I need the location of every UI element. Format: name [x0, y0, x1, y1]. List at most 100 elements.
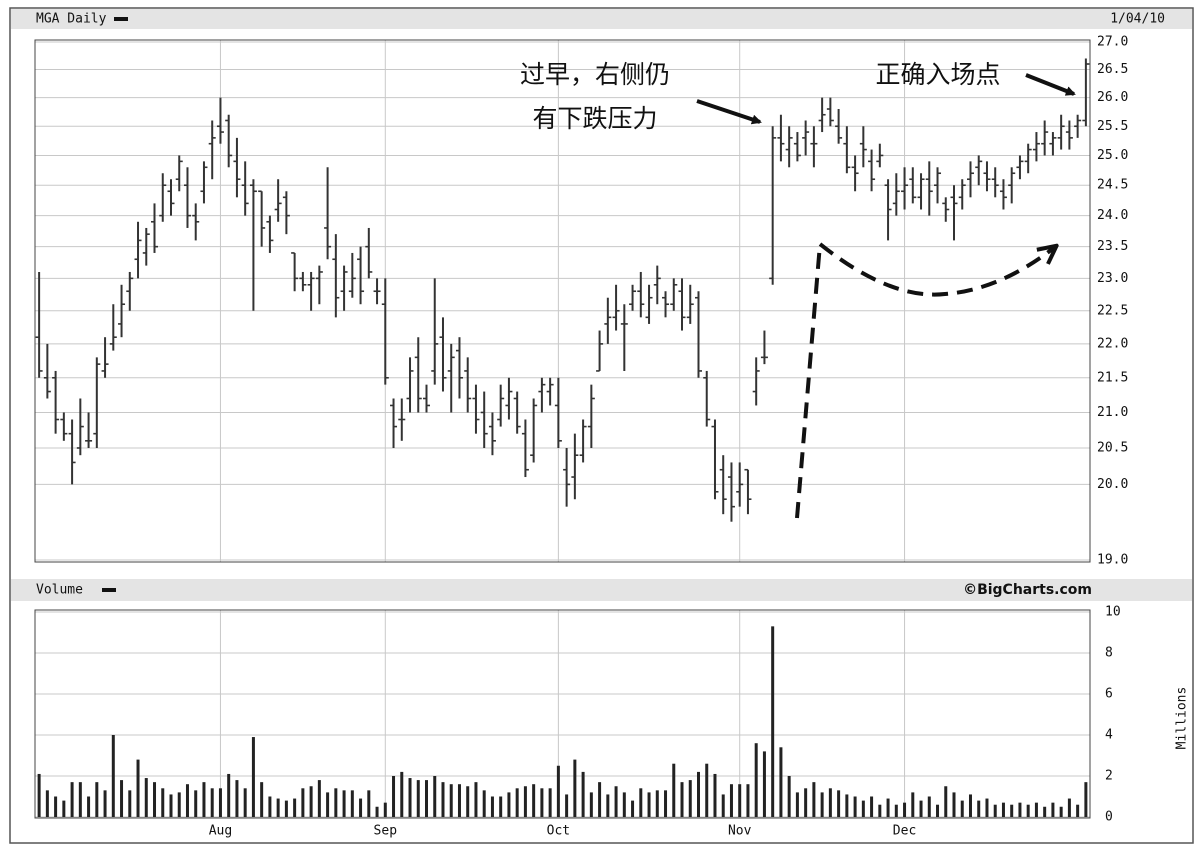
y-tick-label: 10 [1105, 605, 1121, 620]
annotation: 正确入场点 [875, 60, 1000, 89]
volume-bar [993, 804, 997, 817]
volume-bar [1043, 806, 1047, 817]
volume-bar [457, 784, 461, 817]
y-tick-label: 21.0 [1097, 405, 1128, 420]
volume-bar [960, 800, 964, 817]
volume-bar [54, 796, 58, 817]
volume-bar [845, 794, 849, 817]
volume-bar [762, 751, 766, 817]
volume-bar [688, 780, 692, 817]
volume-bar [886, 798, 890, 817]
volume-bar [532, 784, 536, 817]
volume-bar [326, 792, 330, 817]
volume-bar [878, 804, 882, 817]
volume-bar [729, 784, 733, 817]
legend-swatch [114, 17, 128, 21]
volume-bar [680, 782, 684, 817]
header-strip [11, 9, 1192, 29]
volume-bar [169, 794, 173, 817]
volume-bar [903, 802, 907, 817]
volume-bar [631, 800, 635, 817]
volume-bar [1076, 804, 1080, 817]
volume-bar [293, 798, 297, 817]
x-tick-label: Aug [209, 824, 232, 839]
y-tick-label: 26.0 [1097, 90, 1128, 105]
volume-bar [449, 784, 453, 817]
volume-bar [598, 782, 602, 817]
volume-title: Volume [36, 583, 83, 598]
volume-bar [78, 782, 82, 817]
volume-bar [647, 792, 651, 817]
x-tick-label: Oct [547, 824, 570, 839]
date: 1/04/10 [1110, 12, 1165, 27]
volume-bar [911, 792, 915, 817]
volume-bar [128, 790, 132, 817]
arrow [696, 99, 762, 125]
source: ©BigCharts.com [963, 582, 1092, 598]
dashed-arrow [795, 240, 1055, 519]
volume-bar [120, 780, 124, 817]
volume-bar [490, 796, 494, 817]
annotation: 过早，右侧仍 [520, 60, 670, 89]
volume-bar [87, 796, 91, 817]
volume-bar [383, 802, 387, 817]
volume-bar [243, 788, 247, 817]
volume-bar [985, 798, 989, 817]
x-tick-label: Nov [728, 824, 752, 839]
volume-bar [1059, 806, 1063, 817]
volume-bar [1026, 804, 1030, 817]
y-axis-label: Millions [1175, 687, 1190, 750]
volume-bar [37, 773, 41, 817]
volume-bar [136, 759, 140, 817]
volume-bar [977, 800, 981, 817]
volume-bar [936, 804, 940, 817]
volume-bar [952, 792, 956, 817]
volume-bar [1051, 802, 1055, 817]
volume-bar [482, 790, 486, 817]
y-tick-label: 23.0 [1097, 271, 1128, 286]
legend-swatch [102, 588, 116, 592]
volume-bar [1010, 804, 1014, 817]
y-tick-label: 8 [1105, 646, 1113, 661]
volume-bar [194, 790, 198, 817]
volume-bar [301, 788, 305, 817]
volume-bar [1084, 782, 1088, 817]
volume-bar [144, 778, 148, 817]
volume-bar [738, 784, 742, 817]
volume-bar [284, 800, 288, 817]
volume-bar [95, 782, 99, 817]
frame [9, 7, 1194, 844]
volume-bar [70, 782, 74, 817]
volume-bar [317, 780, 321, 817]
volume-bar [342, 790, 346, 817]
volume-bar [1001, 802, 1005, 817]
volume-bar [540, 788, 544, 817]
volume-bar [1067, 798, 1071, 817]
marks [35, 58, 1090, 817]
x-tick-label: Sep [374, 824, 398, 839]
volume-bar [251, 737, 255, 817]
volume-bar [276, 798, 280, 817]
y-tick-label: 21.5 [1097, 370, 1128, 385]
y-tick-label: 26.5 [1097, 62, 1128, 77]
volume-bar [523, 786, 527, 817]
volume-bar [235, 780, 239, 817]
volume-bar [573, 759, 577, 817]
y-tick-label: 19.0 [1097, 553, 1128, 568]
y-tick-label: 20.5 [1097, 440, 1128, 455]
volume-bar [853, 796, 857, 817]
volume-bar [375, 806, 379, 817]
y-tick-label: 22.0 [1097, 336, 1128, 351]
volume-bar [968, 794, 972, 817]
volume-bar [721, 794, 725, 817]
plot-area [34, 609, 1091, 819]
volume-bar [408, 778, 412, 817]
volume-bar [515, 788, 519, 817]
volume-bar [828, 788, 832, 817]
arrow [1025, 73, 1076, 96]
volume-bar [639, 788, 643, 817]
volume-bar [548, 788, 552, 817]
volume-bar [861, 800, 865, 817]
x-tick-label: Dec [893, 824, 916, 839]
